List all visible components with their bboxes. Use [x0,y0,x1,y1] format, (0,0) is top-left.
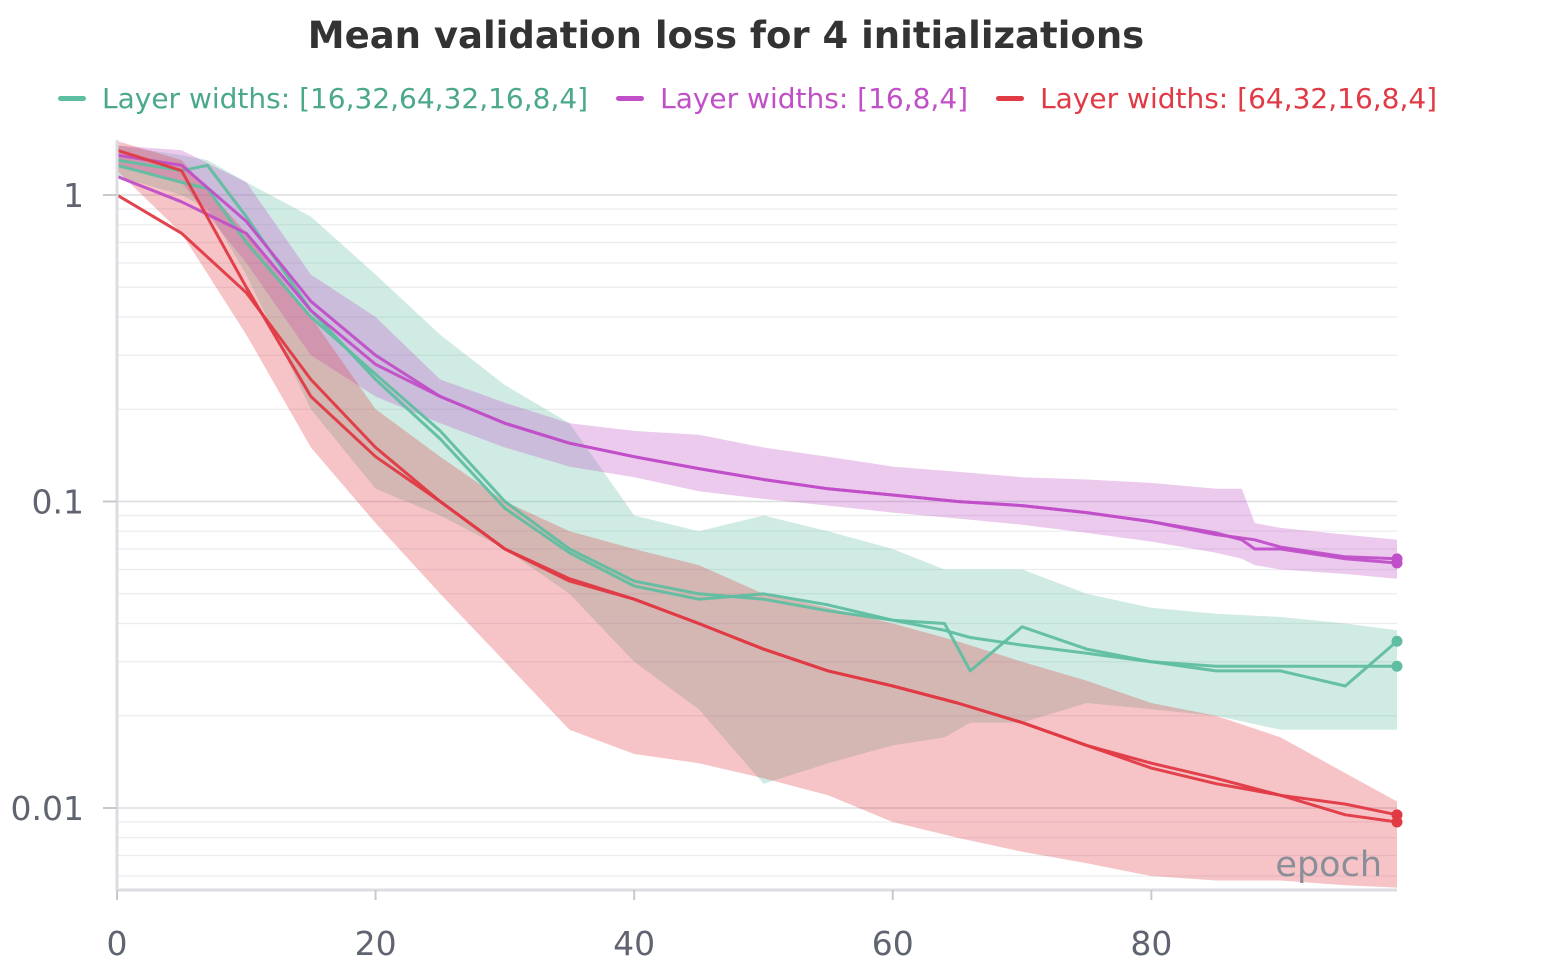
legend-item-small[interactable]: Layer widths: [16,8,4] [616,82,968,115]
legend-swatch-wide [996,95,1025,101]
legend-item-deep[interactable]: Layer widths: [16,32,64,32,16,8,4] [58,82,588,115]
x-tick-label: 60 [872,924,914,963]
y-tick-label: 0.01 [11,789,84,828]
grid [117,194,1397,877]
legend-label-small: Layer widths: [16,8,4] [660,81,969,115]
legend-item-wide[interactable]: Layer widths: [64,32,16,8,4] [996,82,1437,115]
series-lines [116,148,1403,828]
line-series-2-mean[interactable] [116,193,1398,817]
x-tick-label: 40 [613,924,655,963]
legend-label-deep: Layer widths: [16,32,64,32,16,8,4] [102,81,589,115]
chart-title: Mean validation loss for 4 initializatio… [307,14,1145,57]
tick-labels: 0 20 40 60 80 1 0.1 0.01 epoch [11,176,1382,963]
endpoint-series-2-mean[interactable] [1391,809,1403,821]
x-tick-label: 0 [107,924,128,963]
legend: Layer widths: [16,32,64,32,16,8,4] Layer… [58,78,1465,118]
legend-swatch-small [616,95,645,101]
y-tick-label: 1 [63,176,84,215]
band-series-0 [117,145,1397,784]
x-tick-label: 20 [355,924,397,963]
legend-label-wide: Layer widths: [64,32,16,8,4] [1040,81,1438,115]
line-series-0-run[interactable] [116,158,1398,688]
x-tick-label: 80 [1130,924,1172,963]
endpoint-series-0-mean[interactable] [1391,660,1403,672]
line-series-1-mean[interactable] [116,175,1398,561]
endpoint-series-1-mean[interactable] [1391,553,1403,565]
line-series-0-mean[interactable] [116,163,1397,668]
axes [103,140,1397,900]
x-axis-title: epoch [1275,845,1382,885]
legend-swatch-deep [58,95,86,101]
band-series-2 [117,141,1397,888]
y-tick-label: 0.1 [32,483,84,522]
endpoint-series-0-run[interactable] [1391,635,1403,647]
